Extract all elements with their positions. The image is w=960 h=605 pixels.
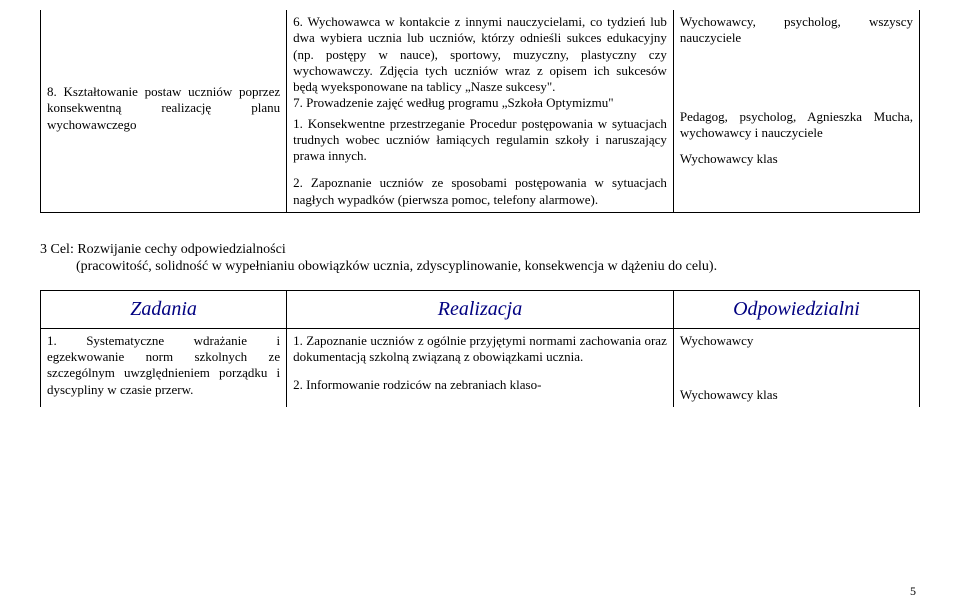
header-realizacja: Realizacja bbox=[287, 290, 674, 328]
item-6: 6. Wychowawca w kontakcie z innymi naucz… bbox=[293, 14, 667, 95]
item-1: 1. Konsekwentne przestrzeganie Procedur … bbox=[293, 116, 667, 165]
cell-realization: 6. Wychowawca w kontakcie z innymi naucz… bbox=[287, 10, 674, 171]
cell-task: 1. Systematyczne wdrażanie i egzekwowani… bbox=[41, 328, 287, 407]
item-2: 2. Zapoznanie uczniów ze sposobami postę… bbox=[293, 175, 667, 208]
cell-responsible-empty bbox=[673, 171, 919, 212]
table-top: 8. Kształtowanie postaw uczniów poprzez … bbox=[40, 10, 920, 213]
goal-line2: (pracowitość, solidność w wypełnianiu ob… bbox=[40, 258, 920, 276]
table-goal3: Zadania Realizacja Odpowiedzialni 1. Sys… bbox=[40, 290, 920, 408]
page-number: 5 bbox=[910, 584, 916, 599]
cell-responsible: Wychowawcy, psycholog, wszyscy nauczycie… bbox=[673, 10, 919, 171]
resp-1: Wychowawcy, psycholog, wszyscy nauczycie… bbox=[680, 14, 913, 47]
resp-3: Wychowawcy klas bbox=[680, 151, 913, 167]
table-row: 2. Zapoznanie uczniów ze sposobami postę… bbox=[41, 171, 920, 212]
table-row: 8. Kształtowanie postaw uczniów poprzez … bbox=[41, 10, 920, 171]
table-row: 1. Systematyczne wdrażanie i egzekwowani… bbox=[41, 328, 920, 407]
header-zadania: Zadania bbox=[41, 290, 287, 328]
realization-1: 1. Zapoznanie uczniów z ogólnie przyjęty… bbox=[293, 333, 667, 366]
header-odpowiedzialni: Odpowiedzialni bbox=[673, 290, 919, 328]
task-text: 8. Kształtowanie postaw uczniów poprzez … bbox=[47, 84, 280, 132]
table-header-row: Zadania Realizacja Odpowiedzialni bbox=[41, 290, 920, 328]
cell-realization: 1. Zapoznanie uczniów z ogólnie przyjęty… bbox=[287, 328, 674, 407]
item-7: 7. Prowadzenie zajęć według programu „Sz… bbox=[293, 95, 667, 111]
realization-2: 2. Informowanie rodziców na zebraniach k… bbox=[293, 377, 667, 393]
cell-task: 8. Kształtowanie postaw uczniów poprzez … bbox=[41, 10, 287, 171]
cell-task-empty bbox=[41, 171, 287, 212]
resp-1: Wychowawcy bbox=[680, 333, 913, 349]
cell-realization-2: 2. Zapoznanie uczniów ze sposobami postę… bbox=[287, 171, 674, 212]
cell-responsible: Wychowawcy Wychowawcy klas bbox=[673, 328, 919, 407]
goal-block: 3 Cel: Rozwijanie cechy odpowiedzialnośc… bbox=[40, 241, 920, 276]
resp-2: Pedagog, psycholog, Agnieszka Mucha, wyc… bbox=[680, 109, 913, 142]
resp-2: Wychowawcy klas bbox=[680, 387, 913, 403]
goal-line1: 3 Cel: Rozwijanie cechy odpowiedzialnośc… bbox=[40, 241, 920, 259]
task-text: 1. Systematyczne wdrażanie i egzekwowani… bbox=[47, 333, 280, 397]
